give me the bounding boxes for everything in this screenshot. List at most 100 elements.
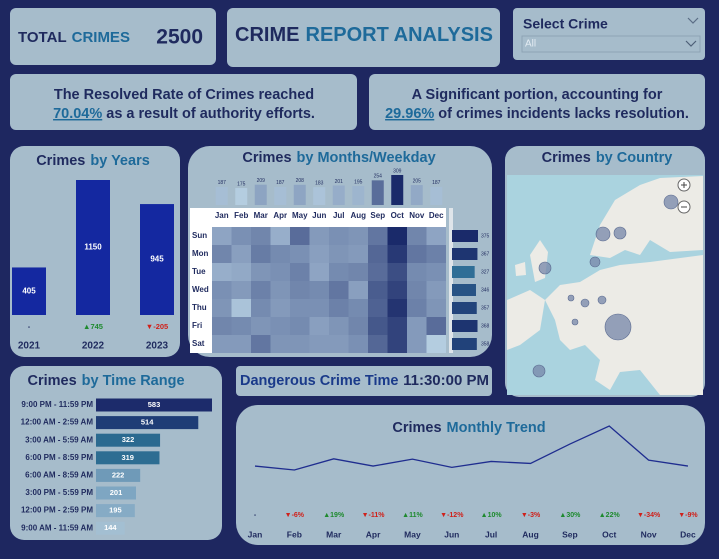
column-label: Feb	[234, 211, 248, 220]
column-total-bar	[410, 185, 423, 205]
heat-cell	[426, 317, 446, 335]
row-total-bar	[452, 302, 477, 314]
title-part: Monthly Trend	[447, 420, 546, 436]
heat-cell	[251, 263, 271, 281]
column-label: Oct	[391, 211, 405, 220]
chart-title: Crimes by Country	[542, 150, 673, 166]
row-total-label: 327	[481, 269, 490, 275]
heat-cell	[368, 245, 388, 263]
value-label: 1150	[84, 243, 102, 252]
heat-cell	[407, 335, 427, 353]
chart-title: Crimes Monthly Trend	[392, 420, 545, 436]
page-title: CRIME REPORT ANALYSIS	[235, 24, 493, 46]
column-label: Nov	[409, 211, 425, 220]
row-total-label: 346	[481, 287, 490, 293]
row-total-bar	[452, 284, 476, 296]
row-label: Wed	[192, 285, 209, 294]
column-total-label: 209	[257, 178, 266, 184]
heat-cell	[329, 245, 349, 263]
row-total-bar	[452, 320, 478, 332]
row-total-bar	[452, 338, 477, 350]
map-bubble	[580, 298, 590, 308]
column-total-label: 187	[218, 180, 227, 186]
heat-cell	[329, 281, 349, 299]
value-label: 195	[109, 506, 122, 515]
heat-cell	[270, 281, 290, 299]
x-tick-label: Mar	[326, 529, 342, 539]
total-card	[10, 8, 216, 65]
column-total-bar	[352, 186, 365, 205]
column-total-label: 205	[413, 178, 422, 184]
x-tick-label: Dec	[680, 529, 696, 539]
trend-line	[254, 425, 689, 471]
title-part: Crimes	[542, 150, 591, 166]
x-tick-label: May	[404, 529, 421, 539]
map-bubble	[613, 226, 627, 240]
heat-cell	[387, 281, 407, 299]
card-text: 70.04% as a result of authority efforts.	[53, 106, 315, 122]
row-total-label: 375	[481, 233, 490, 239]
chart-title: Crimes by Months/Weekday	[242, 150, 435, 166]
row-total-bar	[452, 248, 478, 260]
y-tick-label: 3:00 AM - 5:59 AM	[25, 435, 93, 444]
resolved-card	[10, 74, 357, 130]
value-label: 405	[22, 286, 36, 295]
heat-cell	[270, 317, 290, 335]
title-part: Crimes	[36, 153, 85, 169]
row-total-bar	[452, 230, 478, 242]
map-bubble	[571, 318, 579, 326]
heat-cell	[407, 281, 427, 299]
column-total-label: 309	[393, 168, 402, 174]
heat-cell	[251, 281, 271, 299]
map-land	[507, 290, 545, 350]
heat-cell	[387, 335, 407, 353]
slicer-dropdown[interactable]	[521, 35, 701, 53]
column-total-bar	[215, 186, 228, 205]
scrollbar	[449, 208, 453, 353]
card-text-part: of crimes incidents lacks resolution.	[438, 106, 689, 122]
y-tick-label: 6:00 AM - 8:59 AM	[25, 471, 93, 480]
value-label: 201	[110, 488, 123, 497]
value-label: 222	[112, 470, 125, 479]
heat-cell	[290, 317, 310, 335]
heat-cell	[270, 299, 290, 317]
heat-cell	[290, 335, 310, 353]
bar	[76, 180, 110, 315]
column-total-label: 195	[354, 179, 363, 185]
bar	[96, 398, 212, 412]
card-text: 29.96% of crimes incidents lacks resoluti…	[385, 106, 689, 122]
total-value: 2500	[156, 26, 203, 49]
title-part: Crimes	[392, 420, 441, 436]
map-bubble	[604, 313, 632, 341]
heat-cell	[426, 335, 446, 353]
heat-cell	[368, 227, 388, 245]
heat-cell	[270, 335, 290, 353]
heat-cell	[348, 227, 368, 245]
heat-cell	[387, 263, 407, 281]
card-value: 70.04%	[53, 106, 102, 122]
value-label: 319	[121, 453, 134, 462]
title-part: by Country	[596, 150, 673, 166]
column-total-label: 201	[335, 179, 344, 185]
change-label: ▲11%	[402, 512, 423, 519]
dropdown-chevron	[685, 40, 697, 47]
bar	[96, 416, 199, 430]
x-tick-label: 2023	[146, 341, 169, 352]
row-label: Sat	[192, 339, 205, 348]
heat-cell	[231, 299, 251, 317]
x-tick-label: Apr	[366, 529, 381, 539]
heat-cell	[329, 317, 349, 335]
heat-cell	[212, 227, 232, 245]
title-part: CRIME	[235, 24, 299, 46]
map-bubbles	[532, 194, 679, 378]
heat-cell	[426, 299, 446, 317]
heat-cell	[270, 263, 290, 281]
label-part: CRIMES	[72, 29, 130, 46]
column-total-label: 254	[374, 174, 383, 180]
x-tick-label: Nov	[641, 529, 657, 539]
chart-title: Crimes by Years	[36, 153, 150, 169]
column-total-bar	[274, 186, 287, 205]
row-label: Tue	[192, 267, 206, 276]
heat-cell	[251, 299, 271, 317]
column-label: Dec	[429, 211, 444, 220]
